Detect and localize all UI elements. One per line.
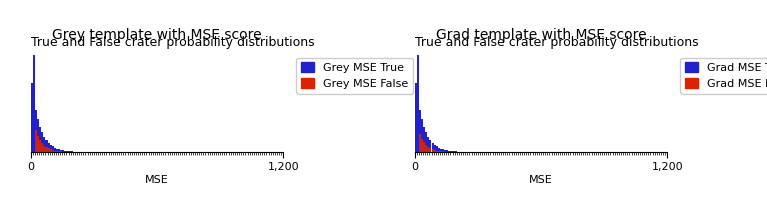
Bar xyxy=(41,143,43,152)
Bar xyxy=(67,151,68,152)
Bar xyxy=(442,149,444,152)
Bar xyxy=(54,151,56,152)
Text: True and False crater probability distributions: True and False crater probability distri… xyxy=(31,36,314,49)
Bar xyxy=(446,150,449,152)
Bar xyxy=(419,110,421,152)
Bar xyxy=(427,147,430,152)
Bar xyxy=(421,139,423,152)
Text: Grey template with MSE score: Grey template with MSE score xyxy=(52,28,262,42)
Bar xyxy=(45,140,48,152)
X-axis label: MSE: MSE xyxy=(529,175,553,185)
Bar xyxy=(60,150,62,152)
Bar xyxy=(45,147,48,152)
Bar xyxy=(449,151,450,152)
Bar xyxy=(419,134,421,152)
Bar xyxy=(51,150,54,152)
Bar xyxy=(425,132,427,152)
Bar xyxy=(71,151,73,152)
Bar xyxy=(68,151,71,152)
Bar xyxy=(35,130,37,152)
Bar xyxy=(436,151,438,152)
Bar xyxy=(455,151,457,152)
Bar xyxy=(58,151,60,152)
Bar xyxy=(432,143,433,152)
Bar xyxy=(58,149,60,152)
Bar xyxy=(48,148,50,152)
Bar xyxy=(416,55,419,152)
Bar xyxy=(54,148,56,152)
Bar xyxy=(423,127,425,152)
Bar xyxy=(438,148,440,152)
Bar xyxy=(39,140,41,152)
Bar xyxy=(440,151,442,152)
Bar xyxy=(432,149,433,152)
Bar xyxy=(39,127,41,152)
Bar xyxy=(48,143,50,152)
Bar xyxy=(430,148,432,152)
Bar xyxy=(421,119,423,152)
Bar xyxy=(43,137,45,152)
Bar xyxy=(50,149,51,152)
Bar xyxy=(415,83,416,152)
Bar xyxy=(43,146,45,152)
Bar xyxy=(56,149,58,152)
Bar xyxy=(31,83,33,152)
Bar xyxy=(423,142,425,152)
Legend: Grad MSE True, Grad MSE False: Grad MSE True, Grad MSE False xyxy=(680,58,767,94)
Bar xyxy=(444,150,446,152)
Bar xyxy=(433,145,436,152)
Bar xyxy=(450,151,453,152)
Bar xyxy=(50,145,51,152)
Bar xyxy=(442,151,444,152)
Bar xyxy=(62,150,64,152)
Bar xyxy=(64,151,67,152)
Bar xyxy=(436,146,438,152)
Bar xyxy=(33,55,35,152)
Bar xyxy=(430,140,432,152)
Bar xyxy=(37,136,39,152)
Bar xyxy=(425,145,427,152)
Text: Grad template with MSE score: Grad template with MSE score xyxy=(436,28,647,42)
Bar xyxy=(433,150,436,152)
Text: True and False crater probability distributions: True and False crater probability distri… xyxy=(415,36,698,49)
Bar xyxy=(60,151,62,152)
Bar xyxy=(427,137,430,152)
Bar xyxy=(440,149,442,152)
Bar xyxy=(438,151,440,152)
Bar xyxy=(56,151,58,152)
Bar xyxy=(41,132,43,152)
Bar xyxy=(35,110,37,152)
Bar xyxy=(453,151,455,152)
X-axis label: MSE: MSE xyxy=(145,175,169,185)
Legend: Grey MSE True, Grey MSE False: Grey MSE True, Grey MSE False xyxy=(296,58,413,94)
Bar xyxy=(37,119,39,152)
Bar xyxy=(51,146,54,152)
